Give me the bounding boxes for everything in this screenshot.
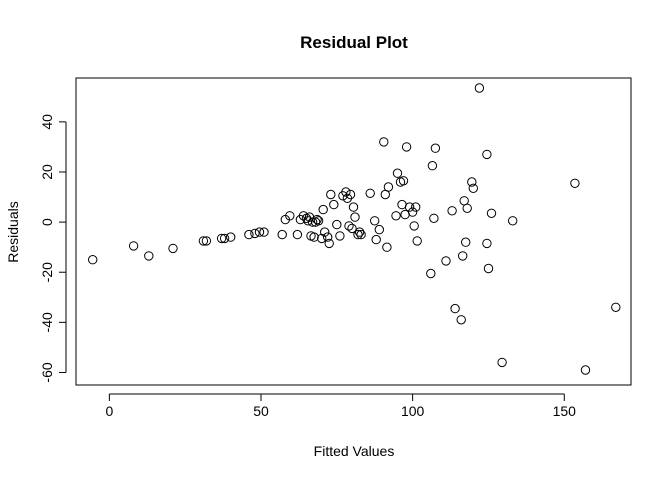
- data-point: [374, 224, 384, 235]
- data-point: [371, 234, 381, 245]
- data-point: [483, 263, 494, 274]
- x-tick-label: 50: [253, 403, 269, 419]
- data-point: [307, 217, 318, 227]
- data-point: [383, 182, 394, 192]
- data-point: [482, 149, 492, 160]
- data-points: [88, 83, 621, 375]
- data-point: [370, 216, 380, 226]
- data-point: [450, 303, 460, 314]
- data-point: [88, 255, 98, 265]
- data-point: [430, 143, 441, 153]
- data-point: [254, 227, 265, 237]
- data-point: [611, 302, 621, 312]
- data-point: [244, 229, 254, 240]
- data-point: [144, 251, 154, 261]
- data-point: [427, 161, 438, 171]
- y-tick-label: -20: [39, 262, 55, 282]
- data-point: [198, 236, 209, 246]
- data-point: [285, 211, 295, 221]
- data-point: [508, 216, 518, 226]
- data-point: [259, 227, 269, 237]
- x-tick-label: 0: [105, 403, 113, 419]
- data-point: [458, 251, 468, 261]
- data-point: [392, 168, 403, 178]
- data-point: [354, 227, 365, 237]
- y-tick-label: 20: [39, 164, 55, 180]
- data-point: [365, 188, 375, 199]
- data-point: [497, 357, 507, 368]
- data-point: [292, 229, 303, 240]
- x-axis-label: Fitted Values: [314, 443, 395, 459]
- data-point: [411, 202, 421, 212]
- data-point: [482, 238, 492, 249]
- plot-frame: [75, 77, 632, 386]
- y-tick-label: -40: [39, 312, 55, 332]
- data-point: [474, 83, 485, 93]
- data-point: [382, 242, 392, 252]
- data-point: [350, 212, 360, 222]
- data-point: [426, 268, 436, 279]
- data-point: [467, 177, 477, 187]
- data-point: [313, 216, 324, 226]
- data-point: [312, 214, 322, 225]
- y-tick-label: 0: [39, 218, 55, 226]
- data-point: [277, 229, 287, 240]
- chart-title: Residual Plot: [300, 33, 408, 52]
- x-tick-label: 150: [553, 403, 577, 419]
- y-axis-label: Residuals: [5, 201, 21, 262]
- y-tick-label: -60: [39, 362, 55, 382]
- data-point: [347, 223, 357, 234]
- data-point: [391, 211, 401, 221]
- data-point: [407, 207, 418, 217]
- data-point: [570, 178, 580, 189]
- y-tick-label: 40: [39, 114, 55, 130]
- data-point: [462, 203, 472, 214]
- data-point: [329, 199, 339, 210]
- data-point: [309, 232, 319, 242]
- data-point: [348, 202, 359, 212]
- data-point: [580, 365, 591, 375]
- data-point: [456, 315, 466, 325]
- data-point: [324, 238, 334, 249]
- data-point: [332, 219, 342, 230]
- x-tick-label: 100: [401, 403, 425, 419]
- data-point: [335, 231, 345, 241]
- data-point: [168, 243, 178, 254]
- data-point: [219, 233, 230, 244]
- x-axis: 0 50 100 150: [105, 393, 577, 419]
- data-point: [326, 189, 336, 200]
- data-point: [468, 183, 478, 194]
- data-point: [226, 232, 236, 242]
- y-axis: -60 -40 -20 0 20 40: [39, 114, 67, 383]
- data-point: [461, 237, 471, 247]
- data-point: [250, 228, 260, 239]
- data-point: [320, 227, 330, 237]
- data-point: [318, 204, 328, 215]
- data-point: [412, 236, 422, 246]
- data-point: [441, 256, 451, 266]
- data-point: [398, 176, 409, 186]
- data-point: [345, 189, 356, 200]
- data-point: [216, 233, 227, 244]
- data-point: [447, 206, 457, 216]
- data-point: [201, 236, 212, 246]
- data-point: [353, 229, 363, 240]
- data-point: [317, 233, 327, 244]
- data-point: [341, 187, 351, 197]
- data-point: [128, 241, 139, 251]
- data-point: [401, 142, 412, 152]
- data-point: [323, 232, 333, 242]
- data-point: [409, 221, 419, 231]
- data-point: [379, 137, 389, 147]
- data-point: [429, 213, 439, 224]
- data-point: [486, 208, 497, 219]
- data-point: [356, 229, 366, 240]
- data-point: [404, 202, 415, 212]
- data-point: [344, 221, 354, 231]
